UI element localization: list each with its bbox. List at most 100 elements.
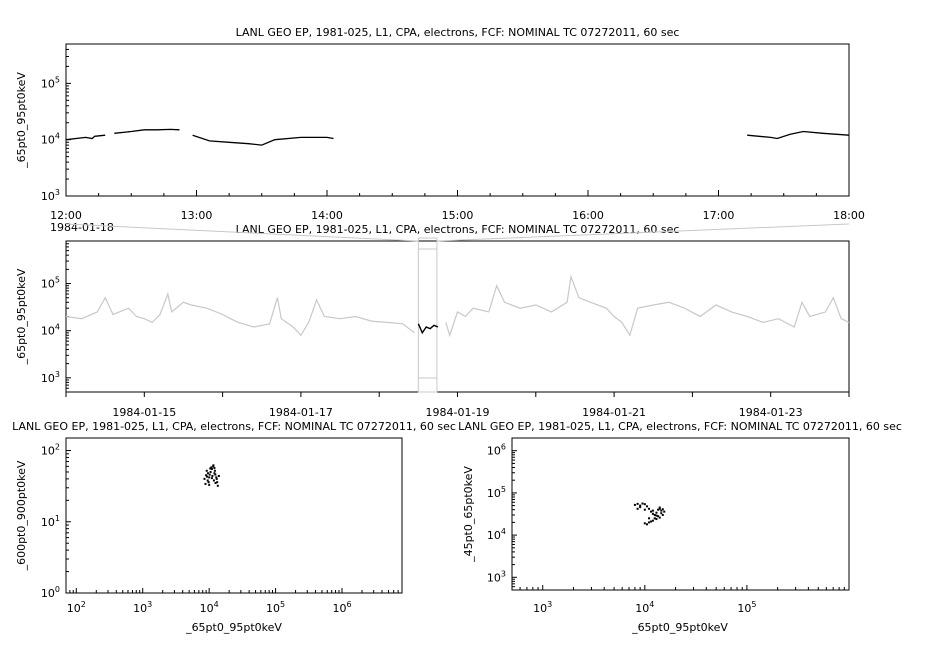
date-label: 1984-01-18 xyxy=(50,221,114,234)
scatter-point xyxy=(658,506,661,509)
panel-3-ylabel: _600pt0_900pt0keV xyxy=(15,460,28,571)
scatter-point xyxy=(639,504,642,507)
x-tick-label: 103 xyxy=(533,600,552,615)
scatter-point xyxy=(217,474,220,477)
scatter-point xyxy=(213,469,216,472)
x-tick-label: 17:00 xyxy=(703,209,735,222)
x-tick-label: 1984-01-23 xyxy=(739,406,803,419)
scatter-point xyxy=(643,508,646,511)
scatter-point xyxy=(205,474,208,477)
panel-3-title: LANL GEO EP, 1981-025, L1, CPA, electron… xyxy=(12,420,456,433)
scatter-point xyxy=(208,483,211,486)
scatter-point xyxy=(658,507,661,510)
y-tick-label: 102 xyxy=(41,443,60,458)
panel-4: LANL GEO EP, 1981-025, L1, CPA, electron… xyxy=(458,420,902,634)
scatter-point xyxy=(657,508,660,511)
y-tick-label: 105 xyxy=(41,276,60,291)
scatter-point xyxy=(648,521,651,524)
y-tick-label: 105 xyxy=(41,75,60,90)
panel-1-ylabel: _65pt0_95pt0keV xyxy=(15,72,28,169)
zoom-connector-right xyxy=(436,223,850,242)
panel-2: LANL GEO EP, 1981-025, L1, CPA, electron… xyxy=(15,223,850,419)
x-tick-label: 106 xyxy=(332,600,351,615)
scatter-point xyxy=(216,481,219,484)
scatter-point xyxy=(204,482,207,485)
y-tick-label: 106 xyxy=(487,443,506,458)
scatter-point xyxy=(211,474,214,477)
x-tick-label: 1984-01-17 xyxy=(269,406,333,419)
panel-3: LANL GEO EP, 1981-025, L1, CPA, electron… xyxy=(12,420,456,634)
x-tick-label: 104 xyxy=(200,600,219,615)
scatter-point xyxy=(639,506,642,509)
scatter-point xyxy=(203,477,206,480)
x-tick-label: 18:00 xyxy=(833,209,865,222)
zoom-connector-left xyxy=(65,223,419,242)
scatter-point xyxy=(645,505,648,508)
series-line-segment xyxy=(65,134,106,141)
scatter-point xyxy=(214,473,217,476)
scatter-point xyxy=(660,509,663,512)
scatter-point xyxy=(210,466,213,469)
panel-2-ylabel: _65pt0_95pt0keV xyxy=(15,268,28,365)
scatter-point xyxy=(207,481,210,484)
context-series-line xyxy=(65,291,415,337)
scatter-point xyxy=(650,520,653,523)
scatter-point xyxy=(651,519,654,522)
scatter-point xyxy=(214,482,217,485)
scatter-point xyxy=(661,513,664,516)
scatter-point xyxy=(651,509,654,512)
scatter-point xyxy=(643,503,646,506)
scatter-point xyxy=(636,502,639,505)
scatter-point xyxy=(650,510,653,513)
scatter-point xyxy=(205,469,208,472)
x-tick-label: 16:00 xyxy=(572,209,604,222)
series-line-segment xyxy=(114,128,180,134)
scatter-point xyxy=(655,511,658,514)
x-tick-label: 12:00 xyxy=(50,209,82,222)
panel-1: LANL GEO EP, 1981-025, L1, CPA, electron… xyxy=(15,26,865,234)
series-line-segment xyxy=(747,130,850,140)
scatter-point xyxy=(212,464,215,467)
scatter-point xyxy=(209,467,212,470)
y-tick-label: 103 xyxy=(487,569,506,584)
x-tick-label: 1984-01-21 xyxy=(582,406,646,419)
panel-2-frame xyxy=(65,240,850,393)
x-tick-label: 1984-01-15 xyxy=(112,406,176,419)
scatter-point xyxy=(210,477,213,480)
x-tick-label: 13:00 xyxy=(181,209,213,222)
scatter-point xyxy=(636,507,639,510)
scatter-point xyxy=(213,472,216,475)
scatter-point xyxy=(215,477,218,480)
scatter-point xyxy=(641,502,644,505)
y-tick-label: 100 xyxy=(41,585,60,600)
highlighted-series-line xyxy=(417,323,439,335)
scatter-point xyxy=(657,515,660,518)
scatter-point xyxy=(661,508,664,511)
scatter-point xyxy=(213,466,216,469)
y-tick-label: 103 xyxy=(41,188,60,203)
scatter-point xyxy=(655,514,658,517)
series-line-segment xyxy=(192,134,334,146)
panel-4-title: LANL GEO EP, 1981-025, L1, CPA, electron… xyxy=(458,420,902,433)
panel-1-title: LANL GEO EP, 1981-025, L1, CPA, electron… xyxy=(236,26,680,39)
y-tick-label: 104 xyxy=(487,527,506,542)
panel-4-xlabel: _65pt0_95pt0keV xyxy=(631,621,728,634)
zoom-highlight-box xyxy=(417,237,438,393)
y-tick-label: 103 xyxy=(41,370,60,385)
scatter-point xyxy=(653,513,656,516)
scatter-point xyxy=(648,507,651,510)
panel-3-xlabel: _65pt0_95pt0keV xyxy=(185,621,282,634)
context-series-line xyxy=(445,274,850,338)
scatter-point xyxy=(212,465,215,468)
x-tick-label: 102 xyxy=(67,600,86,615)
x-tick-label: 104 xyxy=(635,600,654,615)
scatter-point xyxy=(206,479,209,482)
x-tick-label: 1984-01-19 xyxy=(426,406,490,419)
scatter-point xyxy=(208,473,211,476)
x-tick-label: 105 xyxy=(737,600,756,615)
scatter-point xyxy=(206,475,209,478)
x-tick-label: 14:00 xyxy=(311,209,343,222)
y-tick-label: 104 xyxy=(41,323,60,338)
scatter-point xyxy=(645,523,648,526)
